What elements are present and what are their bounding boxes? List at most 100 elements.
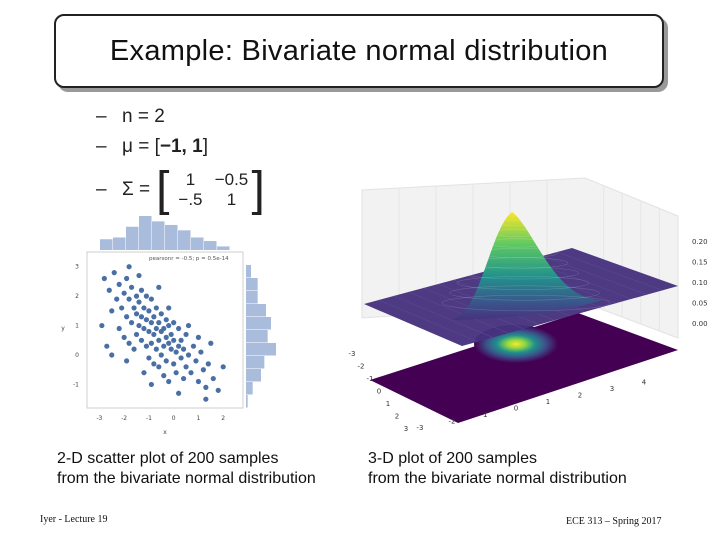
y-tick-label: 2 bbox=[395, 413, 399, 421]
matrix-cell: −.5 bbox=[178, 190, 203, 209]
scatter-point bbox=[136, 272, 142, 279]
x-tick-label: -3 bbox=[417, 424, 424, 432]
scatter-point bbox=[124, 275, 130, 282]
x-tick-label: 2 bbox=[578, 392, 582, 400]
scatter-point bbox=[128, 284, 135, 290]
scatter-point bbox=[151, 331, 157, 338]
scatter-point bbox=[156, 320, 162, 326]
caption-right-line-1: 3-D plot of 200 samples bbox=[368, 450, 537, 467]
scatter-point bbox=[143, 293, 150, 299]
y-axis-label: y bbox=[61, 325, 65, 332]
surface-contour-line bbox=[464, 266, 579, 280]
scatter-point bbox=[176, 325, 182, 332]
scatter-point bbox=[109, 352, 115, 358]
y-marginal-bar bbox=[246, 265, 251, 278]
bullet-n-text: n = 2 bbox=[122, 106, 165, 127]
surface-peak bbox=[450, 212, 602, 320]
sigma-matrix: [ 1 −0.5 −.5 1 ] bbox=[156, 163, 265, 216]
y-marginal-bar bbox=[246, 304, 266, 317]
y-tick-label: 2 bbox=[75, 293, 79, 300]
x-tick-label: -2 bbox=[121, 415, 127, 422]
scatter-point bbox=[141, 305, 147, 311]
scatter-point bbox=[220, 364, 226, 370]
y-tick-label: 0 bbox=[75, 352, 79, 359]
surface-contour-line bbox=[486, 238, 548, 248]
scatter-point bbox=[163, 334, 169, 340]
scatter-point bbox=[183, 331, 189, 338]
x-tick-label: 3 bbox=[610, 385, 614, 393]
scatter-point bbox=[136, 322, 142, 329]
scatter-point bbox=[148, 320, 154, 326]
x-tick-label: 2 bbox=[221, 415, 225, 422]
scatter-point bbox=[138, 314, 145, 320]
scatter-point bbox=[195, 334, 202, 340]
z-tick-label: 0.05 bbox=[692, 300, 708, 308]
scatter-point bbox=[171, 337, 177, 343]
matrix-cell: 1 bbox=[185, 170, 196, 189]
scatter-point bbox=[146, 328, 152, 335]
scatter-point bbox=[156, 337, 162, 343]
matrix-left-bracket: [ bbox=[156, 163, 170, 216]
slide-title: Example: Bivariate normal distribution bbox=[109, 34, 609, 67]
scatter-point bbox=[119, 305, 125, 311]
x-marginal-bar bbox=[152, 221, 165, 250]
scatter-point bbox=[126, 264, 132, 270]
x-marginal-bar bbox=[139, 216, 152, 250]
y-tick-label: 1 bbox=[386, 400, 390, 408]
x-marginal-bar bbox=[191, 237, 204, 250]
y-tick-label: -3 bbox=[349, 350, 356, 358]
scatter-point bbox=[153, 305, 159, 311]
surface-mesh-line bbox=[393, 295, 493, 338]
scatter-point bbox=[116, 281, 122, 287]
surface-contour-line bbox=[494, 229, 537, 237]
x-marginal-bar bbox=[165, 224, 178, 250]
x-tick-label: 0 bbox=[172, 415, 176, 422]
surface-contour-line bbox=[471, 257, 569, 269]
caption-left: 2-D scatter plot of 200 samples from the… bbox=[57, 449, 316, 489]
scatter-point bbox=[203, 396, 209, 402]
x-marginal-bar bbox=[204, 241, 217, 250]
scatter-joint-plot: -3 -2 -1 0 1 2 3 2 1 0 -1 x y pearsonr = -0.5; p = 0.… bbox=[61, 216, 276, 436]
scatter-point bbox=[158, 352, 164, 358]
scatter-point bbox=[99, 322, 105, 329]
scatter-point bbox=[166, 305, 172, 311]
scatter-point bbox=[210, 375, 216, 382]
scatter-point bbox=[133, 293, 140, 299]
scatter-point bbox=[173, 370, 179, 376]
scatter-point bbox=[208, 340, 214, 346]
y-marginal-bar bbox=[246, 291, 258, 304]
surface-contour-line bbox=[456, 276, 590, 290]
bullet-mu-prefix: μ = [ bbox=[122, 136, 160, 157]
contour-plane bbox=[370, 313, 678, 423]
x-marginal-bar bbox=[178, 230, 191, 250]
scatter-point bbox=[198, 349, 204, 355]
z-tick-label: 0.00 bbox=[692, 320, 708, 328]
scatter-point bbox=[131, 305, 137, 311]
scatter-point bbox=[141, 325, 147, 332]
scatter-point bbox=[161, 325, 167, 332]
scatter-point bbox=[138, 337, 145, 343]
scatter-point bbox=[168, 346, 174, 352]
scatter-point bbox=[116, 325, 122, 332]
scatter-point bbox=[146, 308, 152, 314]
scatter-point bbox=[101, 275, 107, 282]
scatter-point bbox=[146, 355, 152, 361]
bullet-dash: – bbox=[96, 136, 107, 157]
scatter-point bbox=[163, 358, 169, 364]
scatter-point bbox=[128, 320, 135, 326]
y-marginal-bar bbox=[246, 317, 271, 330]
y-tick-label: -2 bbox=[358, 363, 365, 371]
scatter-point bbox=[124, 358, 130, 364]
scatter-point bbox=[153, 325, 159, 332]
bullet-sigma: – Σ = [ 1 −0.5 −.5 1 ] bbox=[96, 162, 265, 218]
y-tick-label: 1 bbox=[75, 323, 79, 330]
caption-left-line-1: 2-D scatter plot of 200 samples bbox=[57, 450, 279, 467]
scatter-point bbox=[178, 355, 184, 361]
title-box: Example: Bivariate normal distribution bbox=[54, 14, 664, 88]
scatter-point bbox=[166, 340, 172, 346]
scatter-point bbox=[166, 378, 172, 385]
x-marginal-bar bbox=[217, 246, 230, 250]
scatter-point bbox=[173, 349, 179, 355]
x-tick-label: -2 bbox=[449, 418, 456, 426]
scatter-point bbox=[193, 358, 199, 364]
